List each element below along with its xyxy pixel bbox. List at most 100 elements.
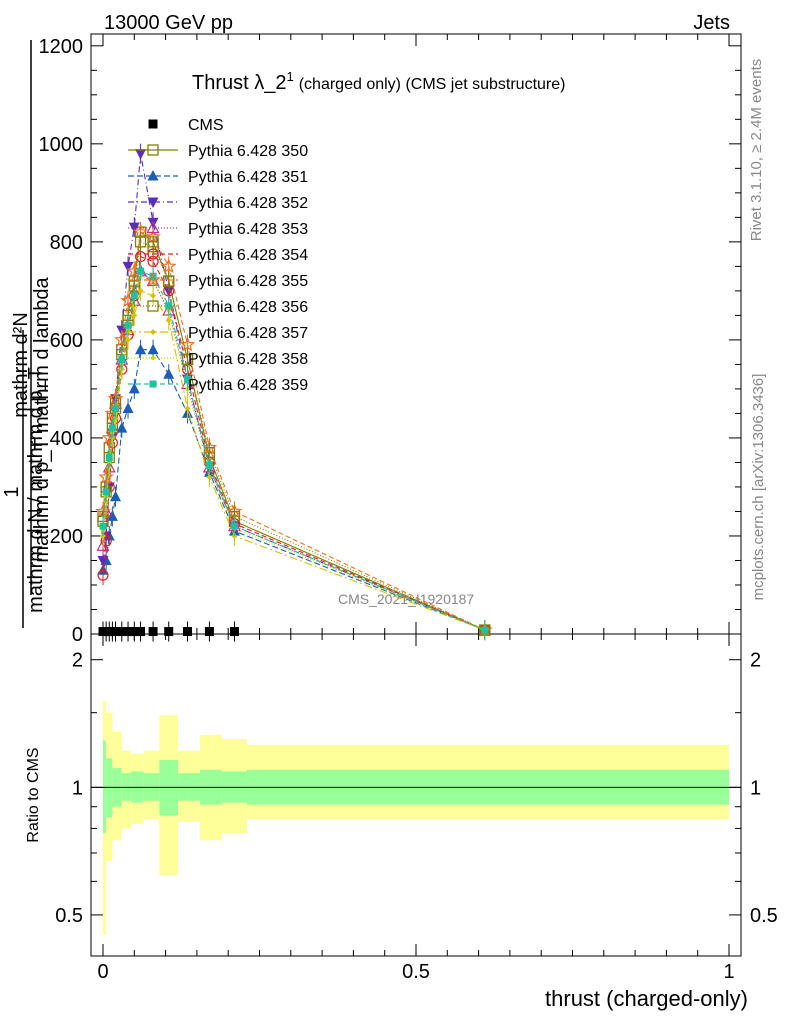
series-pythia-6-428-356	[97, 231, 491, 641]
legend-label: CMS	[188, 117, 224, 134]
data-point	[98, 468, 114, 484]
legend-marker	[146, 220, 160, 234]
legend-entry: Pythia 6.428 358	[128, 351, 308, 368]
main-data-series	[95, 143, 493, 642]
data-point	[149, 272, 157, 280]
data-point	[122, 261, 134, 273]
legend-entry: Pythia 6.428 356	[128, 299, 308, 316]
ratio-axis-ticks: 0.5 0.5 1 1 2 2	[55, 650, 778, 927]
legend-entry: CMS	[148, 117, 224, 134]
data-point	[101, 429, 117, 445]
main-ytick-label: 1000	[39, 134, 84, 156]
ylabel-prefix-denominator: mathrm d N / mathrm d p_T	[25, 367, 47, 613]
legend-marker	[147, 197, 159, 208]
data-point	[205, 461, 213, 469]
main-ytick-label: 600	[50, 330, 83, 352]
legend-entry: Pythia 6.428 359	[128, 377, 308, 394]
x-tick-label: 0	[97, 961, 108, 983]
legend-entry: Pythia 6.428 354	[128, 247, 308, 264]
ratio-ytick-label-left: 0.5	[55, 905, 83, 927]
data-point	[163, 275, 175, 287]
rivet-version-label: Rivet 3.1.10, ≥ 2.4M events	[748, 59, 765, 242]
legend-marker	[151, 356, 155, 360]
legend-label: Pythia 6.428 352	[188, 195, 308, 212]
data-point	[116, 422, 128, 433]
data-point	[150, 292, 157, 299]
data-point	[129, 627, 139, 637]
series-pythia-6-428-353	[96, 261, 492, 641]
legend-marker	[147, 144, 159, 156]
x-axis-ticks: 0 0.5 1	[97, 634, 735, 983]
header-left-label: 13000 GeV pp	[104, 12, 233, 34]
main-y-axis-label: mathrm d²N mathrm d p_T mathrm d lambda …	[1, 40, 53, 628]
data-point	[165, 302, 173, 310]
data-point	[108, 424, 116, 432]
series-pythia-6-428-358	[101, 266, 487, 641]
ratio-ytick-label-right: 0.5	[750, 905, 778, 927]
data-point	[105, 454, 113, 462]
data-point	[163, 368, 175, 379]
legend-entry: Pythia 6.428 350	[128, 143, 308, 160]
data-point	[184, 375, 192, 383]
data-point	[110, 490, 122, 502]
data-point	[147, 343, 159, 355]
x-tick-label: 1	[723, 961, 734, 983]
data-point	[106, 510, 118, 521]
series-line	[102, 231, 486, 631]
ratio-ytick-label-right: 2	[750, 650, 761, 672]
data-point	[117, 627, 127, 637]
ratio-ytick-label-left: 1	[72, 777, 83, 799]
legend-label: Pythia 6.428 351	[188, 169, 308, 186]
data-point	[135, 149, 147, 160]
data-point	[114, 331, 130, 347]
data-point	[136, 627, 146, 637]
x-tick-label: 0.5	[402, 961, 430, 983]
legend-label: Pythia 6.428 355	[188, 273, 308, 290]
legend-marker	[148, 119, 158, 129]
mcplots-label: mcplots.cern.ch [arXiv:1306.3436]	[750, 374, 767, 601]
data-point	[230, 522, 238, 530]
legend-marker	[147, 248, 159, 260]
main-y-axis-ticks: 0 200 400 600 800 1000 1200	[39, 34, 741, 646]
main-ytick-label: 200	[50, 526, 83, 548]
ylabel-main-denominator: mathrm d p_T mathrm d lambda	[31, 276, 53, 562]
data-point	[124, 321, 132, 329]
legend-entry: Pythia 6.428 357	[128, 325, 308, 342]
data-point	[184, 405, 191, 412]
data-point	[137, 287, 144, 294]
legend-label: Pythia 6.428 350	[188, 143, 308, 160]
legend-entry: Pythia 6.428 351	[128, 169, 308, 186]
legend-label: Pythia 6.428 356	[188, 299, 308, 316]
ylabel-main-numerator: mathrm d²N	[10, 312, 32, 418]
plot-title-main: Thrust λ_2	[192, 72, 286, 94]
data-point	[118, 356, 126, 364]
data-point	[123, 627, 133, 637]
data-point	[183, 627, 193, 637]
series-line	[102, 231, 486, 631]
main-ytick-label: 400	[50, 428, 83, 450]
stat-uncertainty-bin	[103, 740, 107, 834]
data-point	[135, 343, 147, 355]
legend-marker	[147, 300, 159, 312]
legend-label: Pythia 6.428 353	[188, 221, 308, 238]
main-ytick-label: 800	[50, 232, 83, 254]
data-point	[481, 626, 489, 634]
data-point	[148, 627, 158, 637]
data-point	[130, 292, 138, 300]
legend-entry: Pythia 6.428 353	[128, 220, 308, 238]
legend-entry: Pythia 6.428 352	[128, 195, 308, 212]
legend-label: Pythia 6.428 354	[188, 247, 308, 264]
data-point	[179, 336, 196, 352]
plot-title: Thrust λ_21 (charged only) (CMS jet subst…	[192, 69, 565, 94]
data-point	[160, 258, 177, 273]
x-axis-label: thrust (charged-only)	[545, 986, 748, 1011]
data-point	[122, 402, 134, 414]
stat-uncertainty-bin	[106, 758, 113, 818]
analysis-watermark: CMS_2021_I1920187	[338, 591, 474, 607]
data-point	[100, 535, 112, 547]
data-point	[204, 627, 214, 637]
data-point	[137, 267, 145, 275]
data-point	[111, 627, 121, 637]
legend-marker	[149, 380, 157, 388]
